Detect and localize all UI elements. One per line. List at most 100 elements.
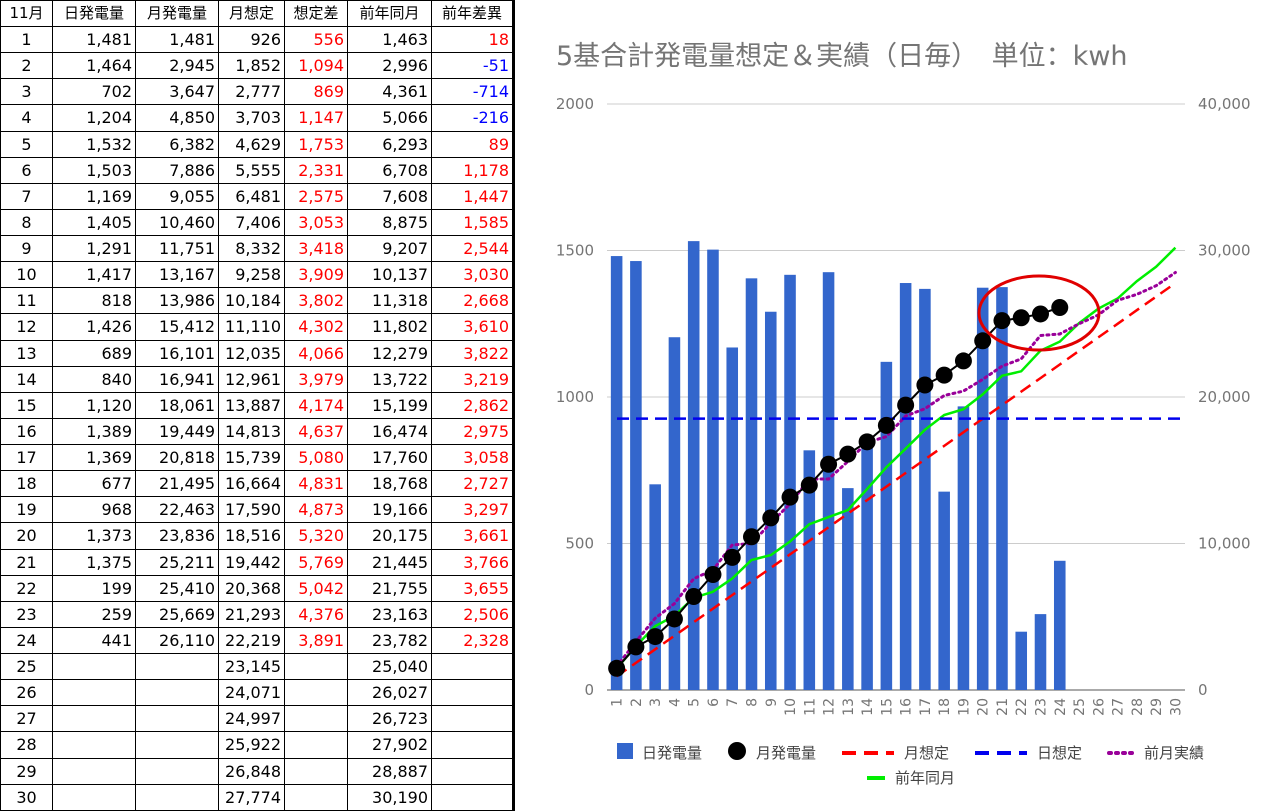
cell-daily-generation[interactable]: 702	[52, 78, 136, 106]
cell-day[interactable]: 22	[0, 574, 53, 602]
cell-monthly-plan[interactable]: 7,406	[218, 208, 285, 237]
cell-prev-year-difference[interactable]: -51	[431, 52, 513, 80]
cell-day[interactable]: 13	[0, 339, 53, 367]
cell-day[interactable]: 21	[0, 548, 53, 576]
cell-day[interactable]: 17	[0, 443, 53, 472]
cell-prev-year-difference[interactable]	[431, 731, 513, 759]
cell-plan-difference[interactable]	[284, 757, 348, 785]
cell-monthly-plan[interactable]: 5,555	[218, 156, 285, 184]
cell-monthly-plan[interactable]: 23,145	[218, 652, 285, 681]
cell-plan-difference[interactable]: 4,873	[284, 496, 348, 524]
cell-prev-year[interactable]: 10,137	[347, 261, 432, 289]
cell-monthly-generation[interactable]	[135, 757, 219, 785]
cell-day[interactable]: 14	[0, 365, 53, 393]
cell-day[interactable]: 16	[0, 417, 53, 446]
cell-monthly-plan[interactable]: 926	[218, 25, 285, 54]
cell-prev-year-difference[interactable]: 2,975	[431, 417, 513, 446]
cell-prev-year[interactable]: 12,279	[347, 339, 432, 367]
cell-monthly-plan[interactable]: 9,258	[218, 261, 285, 289]
cell-prev-year-difference[interactable]: 3,766	[431, 548, 513, 576]
cell-monthly-plan[interactable]: 15,739	[218, 443, 285, 472]
cell-monthly-generation[interactable]	[135, 783, 219, 811]
cell-day[interactable]: 24	[0, 626, 53, 655]
cell-plan-difference[interactable]: 869	[284, 78, 348, 106]
cell-plan-difference[interactable]: 5,042	[284, 574, 348, 602]
cell-monthly-generation[interactable]	[135, 731, 219, 759]
cell-day[interactable]: 28	[0, 731, 53, 759]
cell-prev-year-difference[interactable]: -714	[431, 78, 513, 106]
cell-monthly-plan[interactable]: 26,848	[218, 757, 285, 785]
cell-daily-generation[interactable]	[52, 757, 136, 785]
cell-monthly-generation[interactable]: 21,495	[135, 470, 219, 498]
cell-monthly-plan[interactable]: 24,997	[218, 705, 285, 733]
cell-plan-difference[interactable]: 3,418	[284, 234, 348, 263]
cell-daily-generation[interactable]	[52, 731, 136, 759]
cell-monthly-generation[interactable]: 3,647	[135, 78, 219, 106]
cell-monthly-generation[interactable]: 10,460	[135, 208, 219, 237]
cell-monthly-generation[interactable]: 13,986	[135, 287, 219, 315]
cell-monthly-plan[interactable]: 21,293	[218, 600, 285, 628]
cell-prev-year[interactable]: 1,463	[347, 25, 432, 54]
cell-daily-generation[interactable]: 1,405	[52, 208, 136, 237]
cell-plan-difference[interactable]: 4,831	[284, 470, 348, 498]
cell-monthly-generation[interactable]	[135, 705, 219, 733]
cell-prev-year[interactable]: 23,163	[347, 600, 432, 628]
cell-monthly-generation[interactable]: 16,101	[135, 339, 219, 367]
header-prev-year-difference[interactable]: 前年差異	[431, 0, 513, 27]
cell-daily-generation[interactable]: 1,464	[52, 52, 136, 80]
cell-monthly-plan[interactable]: 24,071	[218, 679, 285, 707]
header-daily-generation[interactable]: 日発電量	[52, 0, 136, 27]
cell-monthly-plan[interactable]: 27,774	[218, 783, 285, 811]
cell-prev-year[interactable]: 15,199	[347, 391, 432, 419]
cell-prev-year[interactable]: 19,166	[347, 496, 432, 524]
cell-prev-year[interactable]: 23,782	[347, 626, 432, 655]
cell-prev-year-difference[interactable]: 3,661	[431, 522, 513, 550]
cell-prev-year-difference[interactable]: 2,328	[431, 626, 513, 655]
cell-day[interactable]: 9	[0, 234, 53, 263]
cell-day[interactable]: 10	[0, 261, 53, 289]
cell-prev-year-difference[interactable]: 1,178	[431, 156, 513, 184]
cell-daily-generation[interactable]: 1,503	[52, 156, 136, 184]
cell-prev-year-difference[interactable]: 18	[431, 25, 513, 54]
cell-daily-generation[interactable]: 1,120	[52, 391, 136, 419]
cell-day[interactable]: 11	[0, 287, 53, 315]
cell-plan-difference[interactable]: 3,802	[284, 287, 348, 315]
cell-daily-generation[interactable]: 1,389	[52, 417, 136, 446]
cell-monthly-generation[interactable]: 25,410	[135, 574, 219, 602]
cell-monthly-plan[interactable]: 3,703	[218, 104, 285, 132]
legend-daily-plan[interactable]: 日想定	[973, 742, 1082, 763]
cell-prev-year[interactable]: 16,474	[347, 417, 432, 446]
cell-prev-year-difference[interactable]: 2,668	[431, 287, 513, 315]
cell-monthly-generation[interactable]: 1,481	[135, 25, 219, 54]
legend-prev-year[interactable]: 前年同月	[865, 767, 955, 788]
cell-prev-year[interactable]: 6,293	[347, 130, 432, 158]
cell-prev-year-difference[interactable]: 1,447	[431, 182, 513, 210]
cell-plan-difference[interactable]	[284, 652, 348, 681]
cell-monthly-generation[interactable]: 16,941	[135, 365, 219, 393]
cell-prev-year[interactable]: 11,802	[347, 313, 432, 341]
cell-monthly-generation[interactable]: 7,886	[135, 156, 219, 184]
cell-daily-generation[interactable]	[52, 783, 136, 811]
cell-monthly-generation[interactable]	[135, 652, 219, 681]
cell-prev-year[interactable]: 28,887	[347, 757, 432, 785]
cell-daily-generation[interactable]: 968	[52, 496, 136, 524]
cell-monthly-generation[interactable]: 11,751	[135, 234, 219, 263]
cell-monthly-plan[interactable]: 4,629	[218, 130, 285, 158]
cell-plan-difference[interactable]: 1,094	[284, 52, 348, 80]
cell-plan-difference[interactable]: 3,053	[284, 208, 348, 237]
cell-day[interactable]: 6	[0, 156, 53, 184]
cell-monthly-plan[interactable]: 14,813	[218, 417, 285, 446]
cell-prev-year-difference[interactable]: 2,727	[431, 470, 513, 498]
cell-monthly-generation[interactable]	[135, 679, 219, 707]
cell-monthly-plan[interactable]: 12,035	[218, 339, 285, 367]
cell-plan-difference[interactable]	[284, 783, 348, 811]
cell-daily-generation[interactable]: 840	[52, 365, 136, 393]
cell-monthly-plan[interactable]: 10,184	[218, 287, 285, 315]
cell-day[interactable]: 1	[0, 25, 53, 54]
cell-monthly-plan[interactable]: 22,219	[218, 626, 285, 655]
cell-prev-year-difference[interactable]: 2,862	[431, 391, 513, 419]
cell-day[interactable]: 3	[0, 78, 53, 106]
cell-plan-difference[interactable]: 4,174	[284, 391, 348, 419]
cell-monthly-generation[interactable]: 15,412	[135, 313, 219, 341]
cell-plan-difference[interactable]: 4,302	[284, 313, 348, 341]
